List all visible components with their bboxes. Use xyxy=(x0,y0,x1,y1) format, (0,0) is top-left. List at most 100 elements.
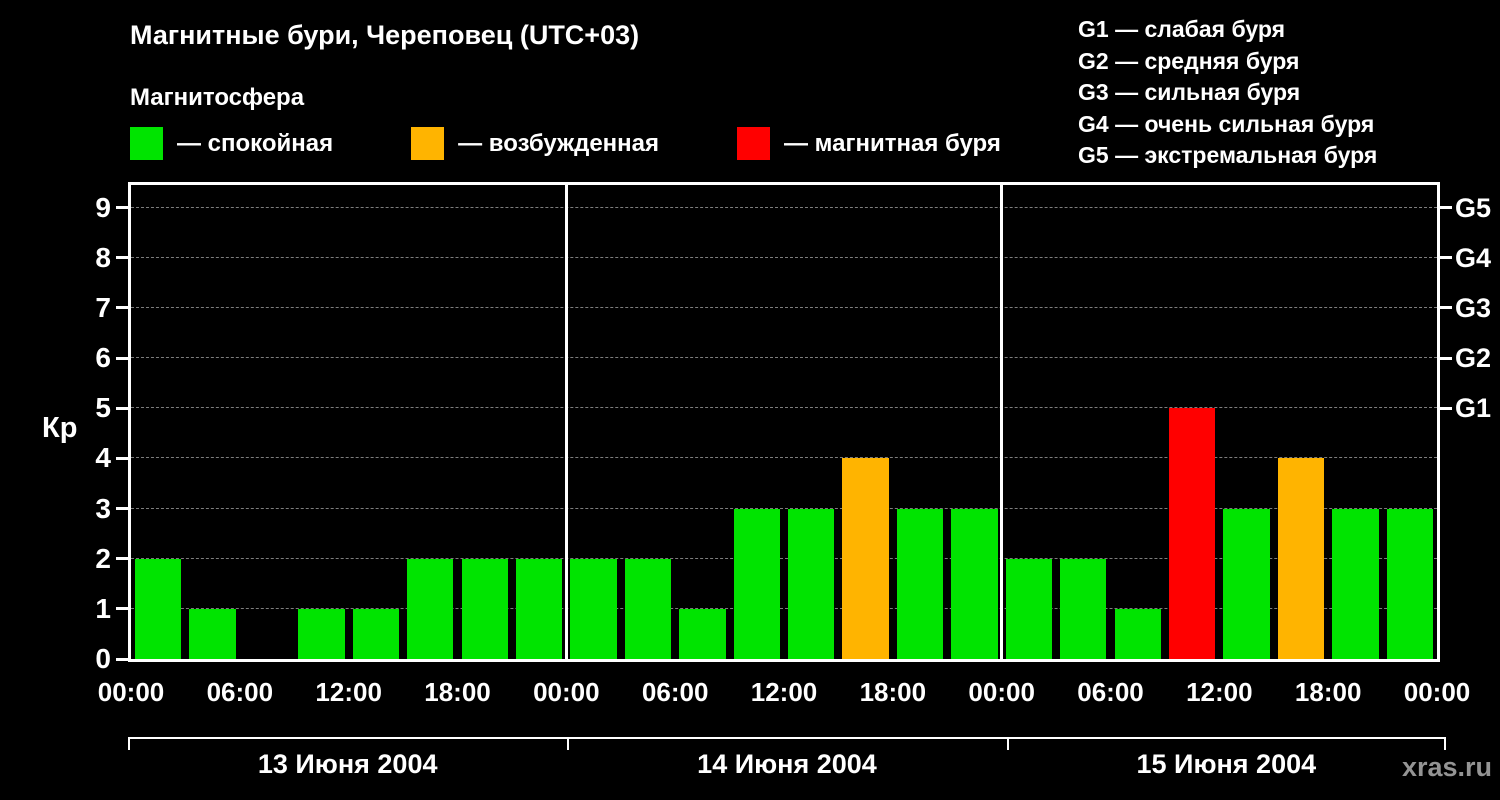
x-tick-label: 00:00 xyxy=(968,677,1035,707)
g-scale-legend: G1 — слабая буря G2 — средняя буря G3 — си… xyxy=(1078,14,1377,172)
x-tick-label: 06:00 xyxy=(206,677,274,707)
legend-label-quiet: — спокойная xyxy=(177,129,334,157)
quiet-color-swatch xyxy=(130,127,163,160)
date-label: 15 Июня 2004 xyxy=(1136,749,1317,779)
page-title: Магнитные бури, Череповец (UTC+03) xyxy=(130,20,640,50)
gridline-kp-6 xyxy=(131,357,1437,359)
y-tick-label: 8 xyxy=(95,241,111,273)
kp-bar xyxy=(679,608,726,659)
x-tick-label: 12:00 xyxy=(315,677,382,707)
state-legend: — спокойная — возбужденная — магнитная бур… xyxy=(130,127,1001,160)
kp-bar xyxy=(951,508,998,659)
day-separator xyxy=(1000,185,1004,659)
legend-label-storm: — магнитная буря xyxy=(784,129,1001,157)
y-tick-label: 2 xyxy=(95,542,111,574)
kp-bar xyxy=(1332,508,1379,659)
gridline-kp-9 xyxy=(131,206,1437,208)
y-tick-label: 1 xyxy=(95,592,111,624)
y-axis-tick xyxy=(116,657,128,661)
g-tick-label-G3: G3 xyxy=(1455,292,1492,323)
magnetosphere-label: Магнитосфера xyxy=(130,84,305,111)
y-axis-tick xyxy=(116,356,128,360)
kp-bar xyxy=(135,558,182,659)
kp-bar xyxy=(733,508,780,659)
y-tick-label: 0 xyxy=(95,643,111,674)
date-axis-tick xyxy=(128,739,130,750)
date-axis-tick xyxy=(1006,739,1009,750)
x-tick-label: 18:00 xyxy=(1294,677,1362,707)
g-axis-tick xyxy=(1440,256,1452,260)
y-axis-tick xyxy=(116,206,128,210)
y-tick-label: 9 xyxy=(95,191,111,223)
y-axis-tick xyxy=(116,456,128,460)
kp-bar xyxy=(896,508,944,659)
gridline-kp-2 xyxy=(131,557,1437,559)
storm-color-swatch xyxy=(737,127,771,160)
g-legend-line-5: G5 — экстремальная буря xyxy=(1078,142,1378,168)
g-tick-label-G4: G4 xyxy=(1455,242,1492,273)
kp-bar xyxy=(298,608,345,659)
g-axis-tick xyxy=(1440,356,1452,360)
g-tick-label-G1: G1 xyxy=(1455,393,1492,424)
g-axis-tick xyxy=(1440,306,1452,310)
kp-bar xyxy=(1005,558,1053,659)
gridline-kp-1 xyxy=(131,607,1437,609)
y-axis-label: Кр xyxy=(42,412,78,444)
kp-bar xyxy=(1223,508,1270,659)
excited-color-swatch xyxy=(411,127,445,160)
g-legend-line-2: G2 — средняя буря xyxy=(1078,47,1300,74)
g-axis-tick xyxy=(1440,406,1452,410)
legend-item-excited: — возбужденная xyxy=(411,127,659,160)
y-tick-label: 5 xyxy=(95,392,111,424)
date-axis-tick xyxy=(1444,739,1446,750)
kp-bar xyxy=(1277,458,1325,659)
kp-bar xyxy=(788,508,835,659)
y-axis-tick xyxy=(116,306,128,310)
kp-bar xyxy=(842,458,889,659)
y-tick-label: 7 xyxy=(95,291,111,323)
date-label: 14 Июня 2004 xyxy=(697,749,877,779)
y-axis-tick xyxy=(116,507,128,511)
y-axis-tick xyxy=(116,256,128,260)
kp-bar xyxy=(189,608,236,659)
x-tick-label: 06:00 xyxy=(641,677,709,707)
x-tick-label: 12:00 xyxy=(1186,677,1253,707)
y-axis-tick xyxy=(116,607,128,611)
date-axis-tick xyxy=(567,739,570,750)
x-tick-label: 12:00 xyxy=(750,677,818,707)
plot-area: 0 1 2 3 4 5 6 7 8 9 G1 G2 G3 G4 G5 00:00 06:00 12:00 18:00… xyxy=(95,182,1491,707)
gridline-kp-7 xyxy=(131,306,1437,308)
kp-bar xyxy=(1060,558,1107,659)
legend-item-quiet: — спокойная xyxy=(130,127,333,160)
x-tick-label: 18:00 xyxy=(424,677,491,707)
y-axis-tick xyxy=(116,406,128,410)
g-tick-label-G5: G5 xyxy=(1455,192,1492,223)
legend-label-excited: — возбужденная xyxy=(458,129,660,157)
y-axis-tick xyxy=(116,557,128,561)
g-axis-tick xyxy=(1440,206,1452,210)
x-tick-label: 18:00 xyxy=(859,677,927,707)
g-legend-line-3: G3 — сильная буря xyxy=(1078,79,1301,105)
day-separator xyxy=(564,185,568,659)
gridline-kp-5 xyxy=(131,407,1437,409)
y-tick-label: 3 xyxy=(95,492,111,524)
gridline-kp-8 xyxy=(131,256,1437,258)
kp-bar xyxy=(1386,508,1433,659)
y-tick-label: 4 xyxy=(95,442,111,474)
date-label: 13 Июня 2004 xyxy=(257,749,438,779)
date-axis: 13 Июня 2004 14 Июня 2004 15 Июня 2004 xyxy=(128,737,1446,797)
kp-bar xyxy=(352,608,400,659)
legend-item-storm: — магнитная буря xyxy=(737,127,1001,160)
kp-bar xyxy=(1168,408,1216,659)
x-tick-label: 06:00 xyxy=(1077,677,1144,707)
kp-bar xyxy=(570,558,617,659)
x-tick-label: 00:00 xyxy=(97,677,165,707)
g-legend-line-1: G1 — слабая буря xyxy=(1078,16,1286,42)
gridline-kp-4 xyxy=(131,457,1437,459)
gridline-kp-3 xyxy=(131,507,1437,509)
kp-bar xyxy=(515,558,563,659)
g-tick-label-G2: G2 xyxy=(1455,343,1492,374)
x-tick-label: 00:00 xyxy=(1403,677,1471,707)
watermark: xras.ru xyxy=(1401,752,1492,782)
